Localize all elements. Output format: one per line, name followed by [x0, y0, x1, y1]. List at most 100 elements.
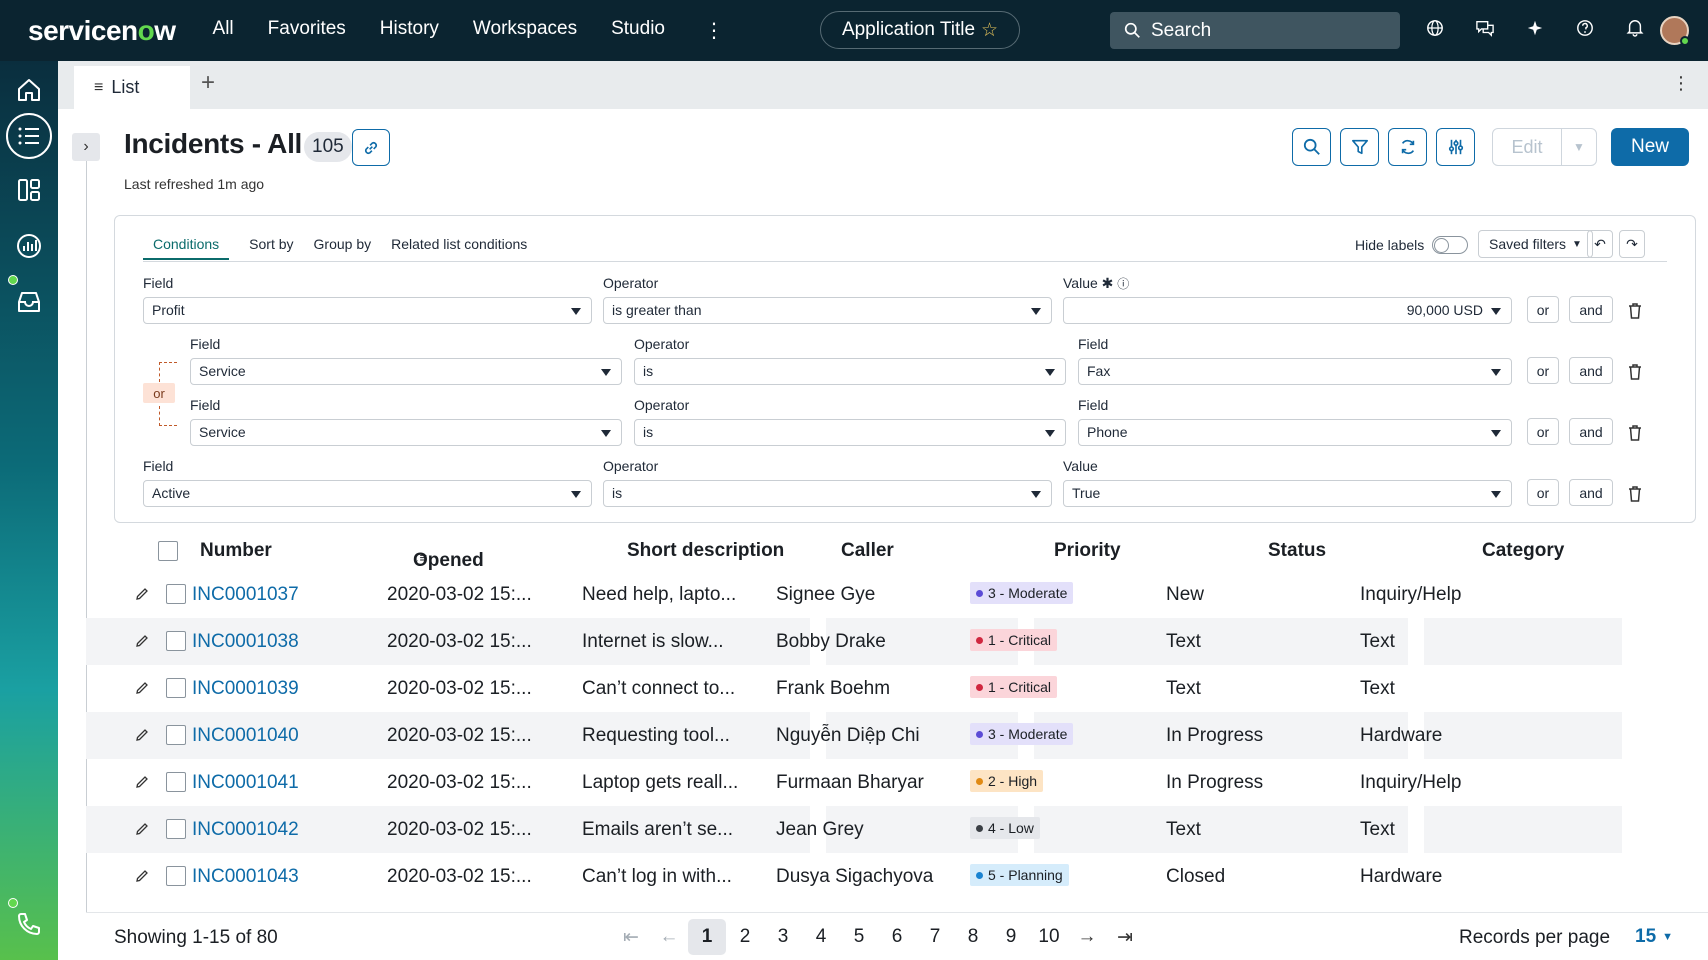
add-tab-icon[interactable]: +	[201, 69, 216, 96]
table-row[interactable]: INC0001040 2020-03-02 15:... Requesting to…	[86, 712, 1708, 759]
nav-studio[interactable]: Studio	[611, 18, 665, 39]
operator-select[interactable]: is greater than	[603, 297, 1052, 324]
row-checkbox[interactable]	[166, 631, 186, 651]
edit-dropdown-icon[interactable]: ▼	[1561, 128, 1597, 166]
page-10-button[interactable]: 10	[1038, 926, 1060, 947]
page-1-button[interactable]: 1	[688, 919, 726, 955]
field-select[interactable]: Service	[190, 358, 622, 385]
tab-more-icon[interactable]: ⋮	[1672, 73, 1690, 93]
column-priority[interactable]: Priority	[1054, 540, 1121, 561]
row-checkbox[interactable]	[166, 725, 186, 745]
row-checkbox[interactable]	[166, 866, 186, 886]
tab-sort-by[interactable]: Sort by	[249, 236, 294, 252]
hide-labels-toggle[interactable]	[1432, 236, 1469, 254]
new-button[interactable]: New	[1611, 128, 1689, 166]
global-search[interactable]: Search	[1110, 12, 1400, 49]
nav-more-icon[interactable]: ⋮	[703, 20, 725, 42]
user-avatar[interactable]	[1660, 16, 1690, 46]
edit-pencil-icon[interactable]	[134, 586, 150, 602]
workspace-icon[interactable]	[8, 169, 50, 211]
and-button[interactable]: and	[1569, 296, 1613, 323]
copy-link-button[interactable]	[352, 129, 390, 166]
undo-icon[interactable]: ↶	[1587, 230, 1613, 258]
list-icon[interactable]	[6, 113, 52, 159]
expand-panel-button[interactable]: ›	[72, 133, 100, 161]
field-select[interactable]: Phone	[1078, 419, 1512, 446]
edit-pencil-icon[interactable]	[134, 680, 150, 696]
column-short-description[interactable]: Short description	[627, 540, 785, 561]
records-per-page-select[interactable]: 15 ▼	[1635, 926, 1674, 947]
globe-icon[interactable]	[1410, 19, 1460, 43]
row-checkbox[interactable]	[166, 772, 186, 792]
incident-number-link[interactable]: INC0001043	[192, 866, 299, 887]
delete-condition-icon[interactable]	[1627, 485, 1643, 503]
redo-icon[interactable]: ↷	[1619, 230, 1645, 258]
incident-number-link[interactable]: INC0001040	[192, 725, 299, 746]
edit-pencil-icon[interactable]	[134, 633, 150, 649]
column-category[interactable]: Category	[1482, 540, 1565, 561]
help-icon[interactable]	[1560, 19, 1610, 43]
tab-related-list-conditions[interactable]: Related list conditions	[391, 236, 528, 252]
incident-number-link[interactable]: INC0001038	[192, 631, 299, 652]
page-7-button[interactable]: 7	[929, 926, 941, 947]
edit-pencil-icon[interactable]	[134, 774, 150, 790]
bell-icon[interactable]	[1610, 18, 1660, 43]
page-5-button[interactable]: 5	[853, 926, 865, 947]
value-select[interactable]: True	[1063, 480, 1512, 507]
home-icon[interactable]	[8, 69, 50, 111]
first-page-icon[interactable]: ⇤	[623, 926, 639, 948]
phone-icon[interactable]	[8, 903, 50, 945]
servicenow-logo[interactable]: servicenow	[28, 14, 176, 46]
page-2-button[interactable]: 2	[739, 926, 751, 947]
refresh-button[interactable]	[1388, 128, 1427, 166]
page-3-button[interactable]: 3	[777, 926, 789, 947]
incident-number-link[interactable]: INC0001042	[192, 819, 299, 840]
filter-button[interactable]	[1340, 128, 1379, 166]
page-9-button[interactable]: 9	[1005, 926, 1017, 947]
row-checkbox[interactable]	[166, 584, 186, 604]
delete-condition-icon[interactable]	[1627, 302, 1643, 320]
application-title-pill[interactable]: Application Title ☆	[820, 11, 1020, 49]
table-row[interactable]: INC0001037 2020-03-02 15:... Need help, la…	[86, 571, 1708, 618]
page-6-button[interactable]: 6	[891, 926, 903, 947]
table-row[interactable]: INC0001043 2020-03-02 15:... Can’t log in …	[86, 853, 1708, 900]
tab-group-by[interactable]: Group by	[313, 236, 372, 252]
edit-button[interactable]: Edit	[1492, 128, 1562, 166]
edit-pencil-icon[interactable]	[134, 868, 150, 884]
column-caller[interactable]: Caller	[841, 540, 894, 561]
nav-history[interactable]: History	[379, 18, 439, 39]
operator-select[interactable]: is	[634, 419, 1066, 446]
tab-conditions[interactable]: Conditions	[143, 236, 230, 260]
edit-pencil-icon[interactable]	[134, 821, 150, 837]
incident-number-link[interactable]: INC0001039	[192, 678, 299, 699]
search-list-button[interactable]	[1292, 128, 1331, 166]
row-checkbox[interactable]	[166, 819, 186, 839]
or-button[interactable]: or	[1527, 296, 1559, 323]
or-button[interactable]: or	[1527, 418, 1559, 445]
edit-pencil-icon[interactable]	[134, 727, 150, 743]
field-select[interactable]: Fax	[1078, 358, 1512, 385]
and-button[interactable]: and	[1569, 418, 1613, 445]
field-select[interactable]: Profit	[143, 297, 592, 324]
page-4-button[interactable]: 4	[815, 926, 827, 947]
analytics-icon[interactable]	[8, 225, 50, 267]
column-number[interactable]: Number	[200, 540, 272, 561]
delete-condition-icon[interactable]	[1627, 424, 1643, 442]
table-row[interactable]: INC0001039 2020-03-02 15:... Can’t connect…	[86, 665, 1708, 712]
table-row[interactable]: INC0001038 2020-03-02 15:... Internet is s…	[86, 618, 1708, 665]
nav-all[interactable]: All	[212, 18, 234, 39]
favorite-star-icon[interactable]: ☆	[981, 19, 999, 41]
table-row[interactable]: INC0001041 2020-03-02 15:... Laptop gets r…	[86, 759, 1708, 806]
and-button[interactable]: and	[1569, 357, 1613, 384]
chat-icon[interactable]	[1460, 19, 1510, 43]
and-button[interactable]: and	[1569, 479, 1613, 506]
last-page-icon[interactable]: ⇥	[1117, 926, 1133, 948]
column-status[interactable]: Status	[1268, 540, 1327, 561]
table-row[interactable]: INC0001042 2020-03-02 15:... Emails aren’t…	[86, 806, 1708, 853]
field-select[interactable]: Service	[190, 419, 622, 446]
inbox-icon[interactable]	[8, 281, 50, 323]
operator-select[interactable]: is	[634, 358, 1066, 385]
sparkle-icon[interactable]	[1510, 19, 1560, 43]
column-settings-button[interactable]	[1436, 128, 1475, 166]
next-page-icon[interactable]: →	[1077, 926, 1097, 947]
